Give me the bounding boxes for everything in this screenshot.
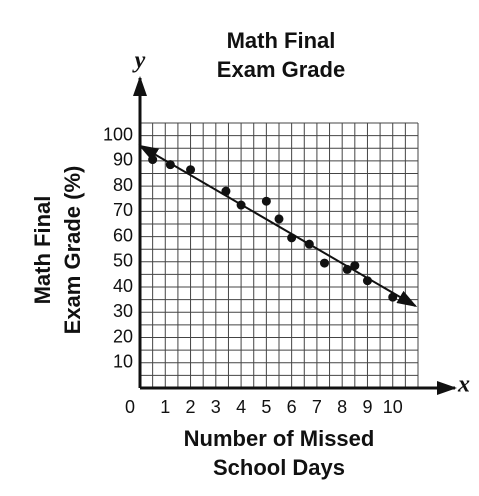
x-tick-label: 1 [160, 397, 170, 417]
x-tick-label: 0 [125, 397, 135, 417]
y-axis-label: Math Final [30, 196, 55, 305]
data-point [287, 233, 297, 243]
x-tick-label: 7 [312, 397, 322, 417]
y-tick-label: 90 [113, 150, 133, 170]
y-tick-label: 20 [113, 326, 133, 346]
data-point [221, 186, 231, 196]
x-tick-label: 2 [186, 397, 196, 417]
data-point [350, 261, 360, 271]
y-tick-label: 70 [113, 200, 133, 220]
data-point [304, 239, 314, 249]
y-axis-label: Exam Grade (%) [60, 166, 85, 335]
x-tick-label: 10 [383, 397, 403, 417]
x-tick-label: 6 [287, 397, 297, 417]
y-tick-label: 80 [113, 175, 133, 195]
data-point [148, 155, 158, 165]
x-tick-label: 4 [236, 397, 246, 417]
x-tick-label: 5 [261, 397, 271, 417]
y-tick-label: 40 [113, 276, 133, 296]
y-tick-label: 30 [113, 301, 133, 321]
y-tick-label: 100 [103, 124, 133, 144]
data-point [261, 196, 271, 206]
chart-title: Math Final [227, 28, 336, 53]
x-tick-label: 8 [337, 397, 347, 417]
data-point [165, 160, 175, 170]
x-axis-label: School Days [213, 455, 345, 480]
x-tick-label: 9 [362, 397, 372, 417]
x-axis-label: Number of Missed [184, 426, 375, 451]
data-point [186, 165, 196, 175]
data-point [342, 264, 352, 274]
trend-line [138, 144, 418, 307]
data-point [274, 214, 284, 224]
data-point [388, 292, 398, 302]
y-tick-label: 10 [113, 352, 133, 372]
y-tick-label: 60 [113, 225, 133, 245]
y-tick-label: 50 [113, 251, 133, 271]
data-point [362, 276, 372, 286]
x-tick-label: 3 [211, 397, 221, 417]
x-variable: x [457, 372, 470, 398]
data-point [319, 258, 329, 268]
chart-title: Exam Grade [217, 57, 345, 82]
y-variable: y [132, 48, 146, 74]
data-point [236, 200, 246, 210]
